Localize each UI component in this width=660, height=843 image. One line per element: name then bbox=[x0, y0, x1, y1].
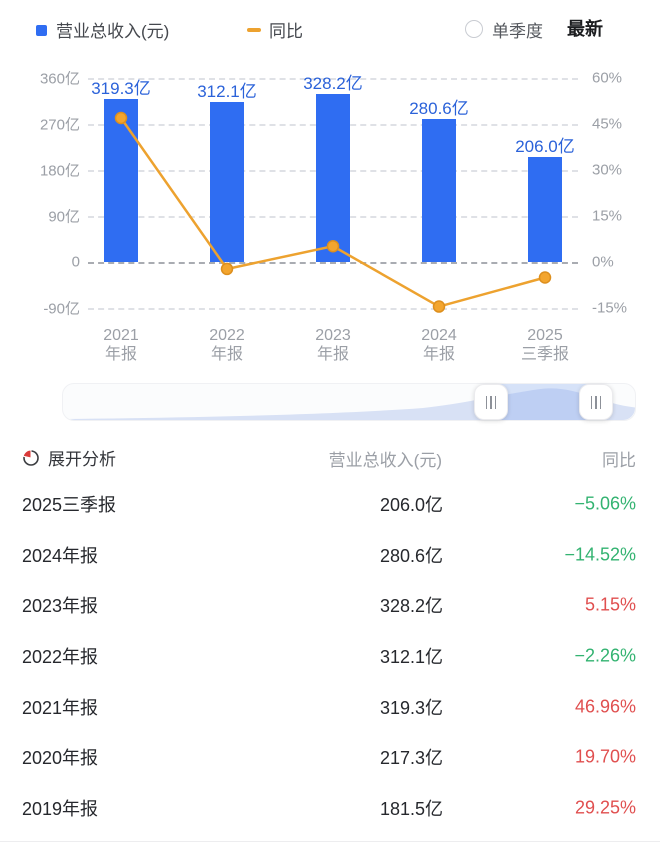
row-yoy-value: 19.70% bbox=[574, 746, 636, 767]
bottom-divider bbox=[0, 841, 660, 842]
row-revenue-value: 319.3亿 bbox=[379, 697, 443, 718]
yoy-line-point[interactable] bbox=[114, 111, 128, 125]
table-row[interactable]: 2025三季报 206.0亿 −5.06% bbox=[0, 479, 660, 530]
table-row[interactable]: 2024年报 280.6亿 −14.52% bbox=[0, 530, 660, 581]
yoy-line-point[interactable] bbox=[326, 239, 340, 253]
expand-analysis-button[interactable]: 展开分析 bbox=[22, 445, 116, 470]
row-period: 2019年报 bbox=[22, 798, 99, 819]
financials-table: 展开分析 营业总收入(元) 同比 2025三季报 206.0亿 −5.06% 2024… bbox=[0, 437, 660, 833]
row-period: 2020年报 bbox=[22, 748, 99, 769]
row-yoy-value: 29.25% bbox=[574, 797, 636, 818]
row-revenue-value: 181.5亿 bbox=[379, 798, 443, 819]
table-row[interactable]: 2021年报 319.3亿 46.96% bbox=[0, 681, 660, 732]
row-period: 2023年报 bbox=[22, 596, 99, 617]
y-axis-right-tick: 45% bbox=[592, 115, 623, 133]
yoy-line-point[interactable] bbox=[538, 271, 552, 284]
y-axis-left-tick: 360亿 bbox=[39, 70, 80, 88]
row-period: 2021年报 bbox=[22, 697, 99, 718]
yoy-series-label: 同比 bbox=[269, 22, 303, 41]
row-yoy-value: 5.15% bbox=[584, 594, 636, 615]
row-revenue-value: 206.0亿 bbox=[379, 495, 443, 516]
yoy-line-series bbox=[114, 111, 552, 313]
chart-legend: 营业总收入(元) 同比 单季度 最新 bbox=[0, 14, 660, 48]
y-axis-left-tick: 0 bbox=[71, 253, 80, 271]
quarter-mode-radio[interactable] bbox=[465, 20, 483, 38]
revenue-series-swatch bbox=[36, 25, 47, 36]
x-axis-label: 2023 年报 bbox=[315, 327, 351, 363]
quarter-mode-label[interactable]: 单季度 bbox=[492, 22, 543, 41]
bar-value-label: 319.3亿 bbox=[91, 78, 151, 98]
latest-mode-button[interactable]: 最新 bbox=[567, 19, 603, 39]
bar-value-label: 206.0亿 bbox=[515, 136, 575, 156]
datazoom-left-handle[interactable] bbox=[474, 384, 508, 420]
table-header: 展开分析 营业总收入(元) 同比 bbox=[0, 437, 660, 479]
bar-value-label: 280.6亿 bbox=[409, 98, 469, 118]
column-header-revenue: 营业总收入(元) bbox=[328, 451, 442, 470]
table-row[interactable]: 2022年报 312.1亿 −2.26% bbox=[0, 631, 660, 682]
datazoom-slider[interactable] bbox=[62, 383, 636, 421]
row-yoy-value: −2.26% bbox=[574, 645, 636, 666]
bar-value-label: 312.1亿 bbox=[197, 82, 257, 102]
row-revenue-value: 217.3亿 bbox=[379, 748, 443, 769]
revenue-series-label: 营业总收入(元) bbox=[56, 22, 170, 41]
row-revenue-value: 312.1亿 bbox=[379, 647, 443, 668]
y-axis-right-tick: 15% bbox=[592, 207, 623, 225]
x-axis-label: 2022 年报 bbox=[209, 327, 245, 363]
yoy-series-swatch bbox=[247, 28, 261, 32]
x-axis-label: 2025 三季报 bbox=[520, 327, 569, 363]
row-period: 2025三季报 bbox=[22, 495, 117, 516]
row-yoy-value: −5.06% bbox=[574, 493, 636, 514]
revenue-bar[interactable] bbox=[316, 94, 350, 262]
bar-value-label: 328.2亿 bbox=[303, 74, 363, 94]
row-period: 2022年报 bbox=[22, 647, 99, 668]
y-axis-right-tick: 0% bbox=[592, 253, 614, 271]
yoy-line-point[interactable] bbox=[220, 262, 234, 276]
revenue-bar[interactable] bbox=[528, 156, 562, 262]
pie-chart-icon bbox=[22, 448, 39, 466]
row-revenue-value: 328.2亿 bbox=[379, 596, 443, 617]
yoy-line-point[interactable] bbox=[432, 300, 446, 313]
y-axis-right-tick: 60% bbox=[592, 69, 623, 87]
y-axis-right-tick: -15% bbox=[592, 299, 628, 317]
row-yoy-value: −14.52% bbox=[564, 544, 636, 565]
datazoom-right-handle[interactable] bbox=[579, 384, 613, 420]
revenue-bar[interactable] bbox=[422, 118, 456, 262]
y-axis-left-tick: 90亿 bbox=[48, 208, 80, 226]
gridline bbox=[88, 308, 578, 310]
datazoom-selected-range[interactable] bbox=[491, 384, 596, 420]
table-rows: 2025三季报 206.0亿 −5.06% 2024年报 280.6亿 −14.52% 20… bbox=[0, 479, 660, 833]
column-header-yoy: 同比 bbox=[602, 451, 636, 470]
revenue-yoy-chart: 360亿 60% 270亿 45% 180亿 30% 90亿 15% 0 0% -90亿 -15% 31… bbox=[0, 60, 660, 383]
gridline bbox=[88, 262, 578, 264]
row-yoy-value: 46.96% bbox=[574, 696, 636, 717]
y-axis-left-tick: 270亿 bbox=[39, 116, 80, 134]
y-axis-left-tick: 180亿 bbox=[39, 162, 80, 180]
y-axis-right-tick: 30% bbox=[592, 161, 623, 179]
y-axis-left-tick: -90亿 bbox=[43, 300, 80, 318]
gridline bbox=[88, 78, 578, 80]
x-axis-label: 2024 年报 bbox=[421, 327, 457, 363]
revenue-bar[interactable] bbox=[104, 98, 138, 262]
table-row[interactable]: 2020年报 217.3亿 19.70% bbox=[0, 732, 660, 783]
row-revenue-value: 280.6亿 bbox=[379, 545, 443, 566]
x-axis-label: 2021 年报 bbox=[103, 327, 139, 363]
expand-analysis-label[interactable]: 展开分析 bbox=[48, 450, 116, 469]
revenue-bar[interactable] bbox=[210, 102, 244, 262]
table-row[interactable]: 2019年报 181.5亿 29.25% bbox=[0, 783, 660, 834]
row-period: 2024年报 bbox=[22, 545, 99, 566]
table-row[interactable]: 2023年报 328.2亿 5.15% bbox=[0, 580, 660, 631]
